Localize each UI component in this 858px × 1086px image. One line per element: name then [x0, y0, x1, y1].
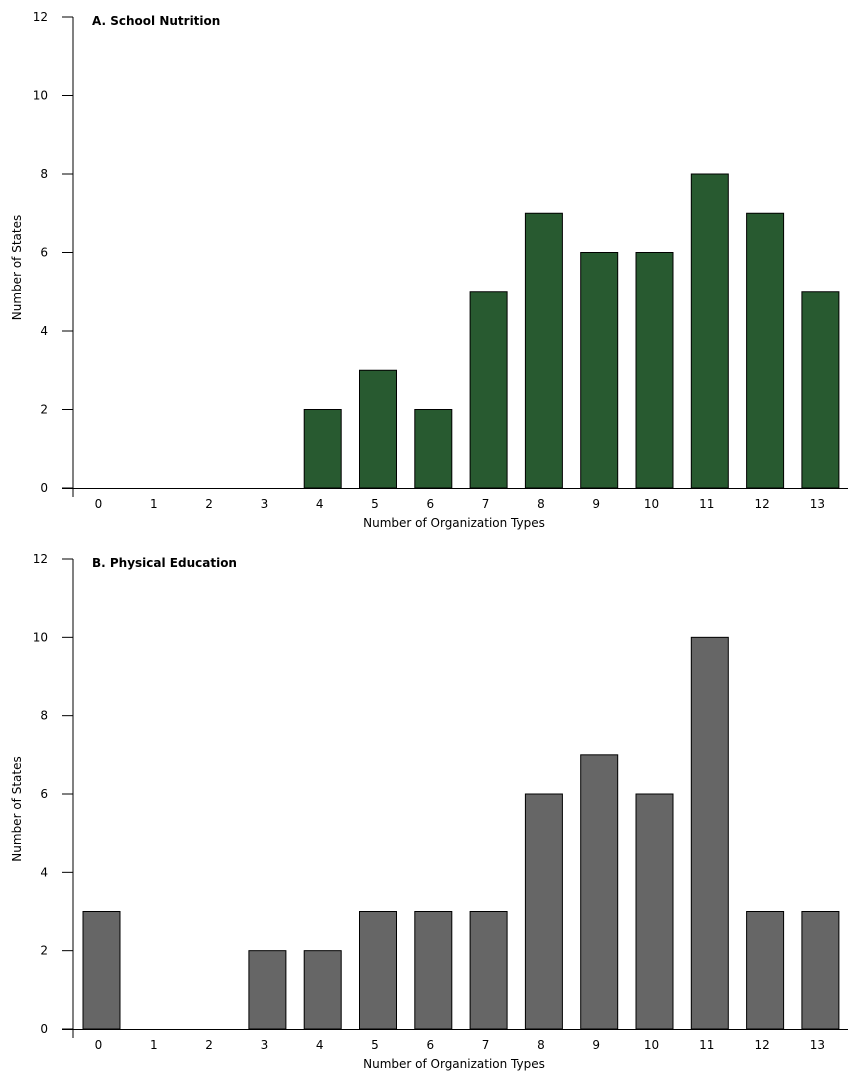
- x-tick-label: 2: [205, 1038, 213, 1052]
- bar: [635, 793, 674, 1030]
- y-tick-label: 0: [40, 1022, 48, 1036]
- bar: [303, 409, 342, 489]
- y-tick-label: 8: [40, 709, 48, 723]
- bar: [469, 291, 508, 489]
- x-tick-label: 7: [482, 1038, 490, 1052]
- y-axis-label: Number of States: [10, 215, 24, 320]
- y-tick-label: 2: [40, 944, 48, 958]
- x-tick-label: 7: [482, 497, 490, 511]
- bar: [635, 252, 674, 489]
- x-tick-label: 13: [810, 497, 825, 511]
- y-tick-label: 8: [40, 167, 48, 181]
- x-tick-label: 4: [316, 1038, 324, 1052]
- x-tick-label: 9: [592, 497, 600, 511]
- x-tick-label: 5: [371, 497, 379, 511]
- bar: [580, 754, 619, 1030]
- bar: [746, 911, 785, 1030]
- bar: [524, 212, 563, 489]
- y-tick-label: 12: [33, 10, 48, 24]
- y-tick-label: 4: [40, 865, 48, 879]
- x-tick-label: 3: [261, 497, 269, 511]
- x-tick-label: 12: [754, 497, 769, 511]
- bar: [690, 636, 729, 1030]
- x-tick-label: 9: [592, 1038, 600, 1052]
- bar: [690, 173, 729, 489]
- x-tick-label: 13: [810, 1038, 825, 1052]
- bar: [359, 911, 397, 1030]
- chart-title: A. School Nutrition: [92, 14, 220, 28]
- bar: [414, 911, 453, 1030]
- bar: [82, 911, 121, 1030]
- chart-title: B. Physical Education: [92, 556, 237, 570]
- bar: [524, 793, 563, 1030]
- x-tick-label: 0: [95, 1038, 103, 1052]
- bar: [359, 369, 397, 489]
- bar: [248, 950, 287, 1030]
- x-tick-label: 5: [371, 1038, 379, 1052]
- x-tick-label: 12: [754, 1038, 769, 1052]
- bar: [303, 950, 342, 1030]
- bar: [414, 409, 453, 489]
- x-tick-label: 10: [644, 1038, 659, 1052]
- x-tick-label: 0: [95, 497, 103, 511]
- bar: [801, 291, 840, 489]
- y-tick-label: 6: [40, 246, 48, 260]
- bar: [746, 212, 785, 489]
- x-tick-label: 8: [537, 1038, 545, 1052]
- bar: [801, 911, 840, 1030]
- x-tick-label: 4: [316, 497, 324, 511]
- x-tick-label: 2: [205, 497, 213, 511]
- x-tick-label: 11: [699, 497, 714, 511]
- bar: [469, 911, 508, 1030]
- x-tick-label: 10: [644, 497, 659, 511]
- x-axis-label: Number of Organization Types: [363, 516, 545, 530]
- x-tick-label: 11: [699, 1038, 714, 1052]
- bar: [580, 252, 619, 489]
- y-tick-label: 12: [33, 552, 48, 566]
- x-tick-label: 6: [426, 1038, 434, 1052]
- y-axis-label: Number of States: [10, 756, 24, 861]
- x-tick-label: 1: [150, 497, 158, 511]
- y-tick-label: 4: [40, 324, 48, 338]
- x-tick-label: 3: [261, 1038, 269, 1052]
- y-tick-label: 10: [33, 89, 48, 103]
- y-tick-label: 0: [40, 481, 48, 495]
- y-tick-label: 10: [33, 630, 48, 644]
- x-tick-label: 6: [426, 497, 434, 511]
- y-tick-label: 6: [40, 787, 48, 801]
- y-tick-label: 2: [40, 403, 48, 417]
- x-tick-label: 1: [150, 1038, 158, 1052]
- x-tick-label: 8: [537, 497, 545, 511]
- x-axis-label: Number of Organization Types: [363, 1057, 545, 1071]
